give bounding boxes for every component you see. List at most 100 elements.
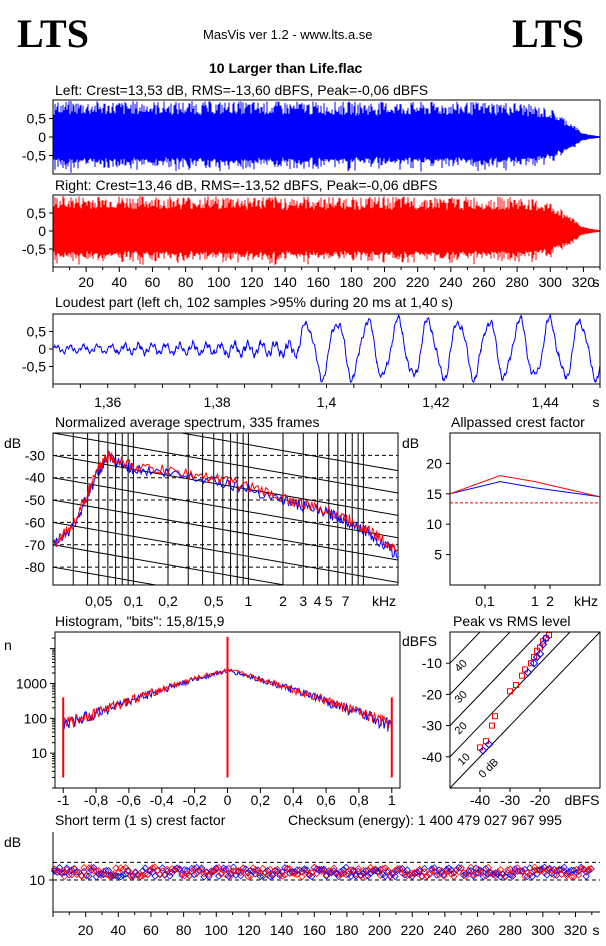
- y-tick-label: 20: [426, 455, 442, 471]
- y-tick-label: -70: [25, 537, 45, 553]
- short-crest-point: [357, 872, 365, 880]
- x-tick-label: 140: [270, 922, 294, 938]
- spectrum-title: Normalized average spectrum, 335 frames: [55, 414, 320, 430]
- short-crest-point: [587, 864, 595, 873]
- short-crest-point: [349, 867, 358, 875]
- x-tick-label: 60: [145, 274, 161, 290]
- x-tick-label: 1,44: [532, 394, 559, 410]
- short-crest-point: [582, 872, 590, 881]
- short-crest-point: [131, 868, 140, 877]
- short-crest-point: [276, 870, 284, 878]
- short-crest-point: [305, 870, 314, 879]
- file-title: 10 Larger than Life.flac: [209, 60, 363, 76]
- spectrum-slope-line: [53, 477, 398, 539]
- short-crest-point: [508, 870, 517, 878]
- peak-rms-point: [523, 668, 533, 677]
- loudest-part-trace: [53, 314, 600, 384]
- crest-allpass-title: Allpassed crest factor: [451, 414, 585, 430]
- crest-diagonal: [450, 632, 600, 788]
- x-tick-label: 5: [325, 593, 333, 609]
- crest-allpass-series: [450, 475, 600, 498]
- short-crest-point: [374, 867, 382, 875]
- x-tick-label: 0: [224, 792, 232, 808]
- peak-rms-point: [529, 658, 539, 668]
- x-tick-label: kHz: [574, 593, 598, 609]
- x-tick-label: 320: [572, 274, 596, 290]
- short-crest-point: [212, 865, 220, 874]
- x-tick-label: 80: [176, 922, 192, 938]
- short-crest-point: [486, 868, 495, 877]
- crest-allpass-frame: [449, 432, 601, 586]
- short-crest-point: [526, 870, 534, 879]
- peak-rms-point: [541, 633, 551, 643]
- x-tick-label: -0,6: [117, 792, 141, 808]
- crest-diagonal-label: 10: [456, 751, 473, 768]
- short-crest-point: [227, 871, 235, 880]
- peak-rms-point: [507, 688, 513, 695]
- spectrum-slope-line: [53, 612, 398, 672]
- short-crest-point: [70, 865, 78, 873]
- x-tick-label: 2: [279, 593, 287, 609]
- short-crest-point: [484, 863, 492, 872]
- short-crest-point: [124, 866, 132, 875]
- y-tick-label: 10: [29, 872, 45, 888]
- short-crest-point: [577, 863, 585, 872]
- x-tick-label: 80: [178, 274, 194, 290]
- short-crest-point: [440, 872, 448, 880]
- short-crest-point: [139, 867, 147, 875]
- short-crest-point: [381, 864, 389, 872]
- x-tick-label: 60: [143, 922, 159, 938]
- short-crest-point: [264, 871, 272, 879]
- y-tick-label: -30: [25, 447, 45, 463]
- x-tick-label: -40: [470, 792, 490, 808]
- short-crest-point: [119, 865, 127, 873]
- y-tick-label: -50: [25, 492, 45, 508]
- short-crest-point: [112, 864, 120, 872]
- x-tick-label: s: [593, 922, 600, 938]
- x-tick-label: 160: [307, 274, 331, 290]
- short-crest-point: [396, 864, 404, 873]
- loudest-part-title: Loudest part (left ch, 102 samples >95% …: [55, 294, 454, 310]
- waveform-peaks: [53, 196, 600, 266]
- y-tick-label: 0,5: [27, 111, 47, 127]
- x-tick-label: -0,2: [183, 792, 207, 808]
- x-tick-label: 40: [111, 922, 127, 938]
- peak-rms-point: [484, 740, 494, 749]
- x-tick-label: 0,2: [251, 792, 271, 808]
- x-tick-label: 240: [439, 274, 463, 290]
- x-tick-label: 1,36: [94, 394, 121, 410]
- short-crest-point: [104, 866, 113, 875]
- short-crest-point: [418, 873, 426, 881]
- x-tick-label: 180: [340, 274, 364, 290]
- y-tick-label: -40: [25, 470, 45, 486]
- histogram-plot: [62, 636, 393, 778]
- short-crest-point: [538, 866, 546, 875]
- short-crest-point: [447, 866, 456, 874]
- x-tick-label: -0,8: [84, 792, 108, 808]
- short-crest-point: [582, 868, 590, 876]
- x-tick-label: 100: [205, 922, 229, 938]
- x-tick-label: 0,8: [349, 792, 369, 808]
- short-crest-point: [207, 869, 216, 877]
- short-crest-point: [403, 866, 412, 874]
- x-tick-label: 300: [531, 922, 555, 938]
- x-tick-label: s: [593, 274, 600, 290]
- short-crest-point: [352, 872, 360, 880]
- peak-rms-plot: [450, 632, 600, 788]
- crest-diagonal: [450, 632, 571, 758]
- y-tick-label: -80: [25, 559, 45, 575]
- lts-logo-left: LTS: [17, 11, 89, 56]
- peak-rms-point: [519, 672, 525, 679]
- x-tick-label: 20: [78, 922, 94, 938]
- short-crest-point: [518, 867, 527, 876]
- short-crest-point: [109, 870, 118, 878]
- crest-diagonal-label: 0 dB: [477, 756, 501, 780]
- short-crest-point: [450, 872, 458, 881]
- y-axis-label: dBFS: [402, 633, 437, 649]
- x-tick-label: 0,5: [204, 593, 224, 609]
- peak-rms-point: [483, 738, 489, 745]
- short-crest-point: [531, 863, 539, 871]
- crest-allpass-plot: [450, 475, 600, 504]
- x-tick-label: 20: [78, 274, 94, 290]
